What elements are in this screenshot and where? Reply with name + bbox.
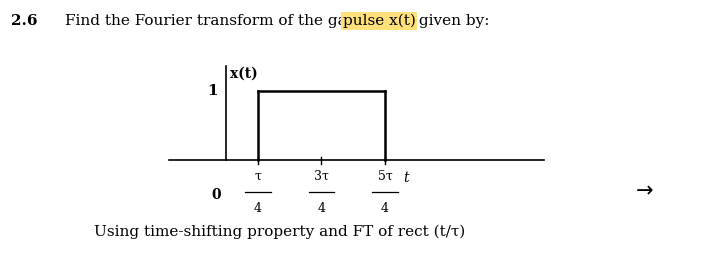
- Text: 5τ: 5τ: [377, 170, 392, 183]
- Text: 4: 4: [318, 202, 325, 215]
- Text: 0: 0: [212, 188, 222, 202]
- Text: t: t: [403, 171, 408, 185]
- Text: 4: 4: [381, 202, 389, 215]
- Text: x(t): x(t): [230, 66, 258, 80]
- Text: pulse x(t): pulse x(t): [343, 14, 415, 28]
- Text: 3τ: 3τ: [314, 170, 329, 183]
- Text: →: →: [636, 182, 653, 202]
- Text: Find the Fourier transform of the gate: Find the Fourier transform of the gate: [65, 14, 366, 28]
- Text: τ: τ: [255, 170, 261, 183]
- Text: 1: 1: [207, 84, 217, 98]
- Text: given by:: given by:: [414, 14, 490, 28]
- Text: 2.6: 2.6: [11, 14, 37, 28]
- Text: 4: 4: [254, 202, 262, 215]
- Text: Using time-shifting property and FT of rect (t/τ): Using time-shifting property and FT of r…: [94, 224, 465, 239]
